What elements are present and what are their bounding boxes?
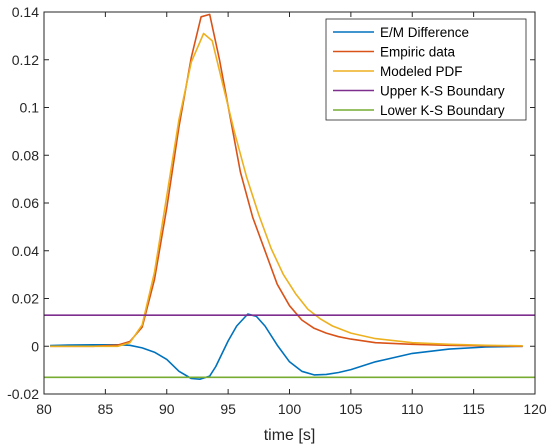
x-tick-label: 115 <box>462 401 485 417</box>
y-tick-label: 0.14 <box>12 4 39 20</box>
y-tick-label: -0.02 <box>7 386 39 402</box>
y-tick-label: 0.04 <box>12 243 39 259</box>
legend-label: Upper K-S Boundary <box>380 84 505 99</box>
y-tick-label: 0 <box>31 338 39 354</box>
series-line-0 <box>50 313 523 381</box>
y-tick-label: 0.02 <box>12 291 39 307</box>
legend-items: E/M Difference Empiric data Modeled PDF Upp… <box>333 25 505 118</box>
x-tick-label: 100 <box>278 401 302 417</box>
legend-label: Modeled PDF <box>380 64 463 79</box>
series-layer <box>44 13 535 381</box>
y-tick-label: 0.1 <box>20 100 40 116</box>
x-tick-label: 90 <box>159 401 175 417</box>
x-tick-label: 110 <box>401 401 424 417</box>
series-line-2 <box>50 32 523 348</box>
x-tick-label: 85 <box>98 401 114 417</box>
y-tick-label: 0.06 <box>12 195 39 211</box>
legend-label: E/M Difference <box>380 25 469 40</box>
x-axis-label: time [s] <box>264 427 316 444</box>
legend-label: Lower K-S Boundary <box>380 103 505 118</box>
x-tick-label: 105 <box>339 401 363 417</box>
legend-label: Empiric data <box>380 45 456 60</box>
x-tick-label: 120 <box>523 401 547 417</box>
series-line-1 <box>50 13 523 348</box>
y-tick-label: 0.08 <box>12 147 39 163</box>
x-tick-label: 95 <box>220 401 236 417</box>
legend-box <box>325 18 527 121</box>
ticks-layer: 80 85 90 95 100 105 110 115 120 -0.02 0 0.02 0.04 0.0… <box>7 4 547 417</box>
y-tick-label: 0.12 <box>12 52 39 68</box>
legend: E/M Difference Empiric data Modeled PDF Upp… <box>325 18 527 121</box>
x-tick-label: 80 <box>36 401 52 417</box>
